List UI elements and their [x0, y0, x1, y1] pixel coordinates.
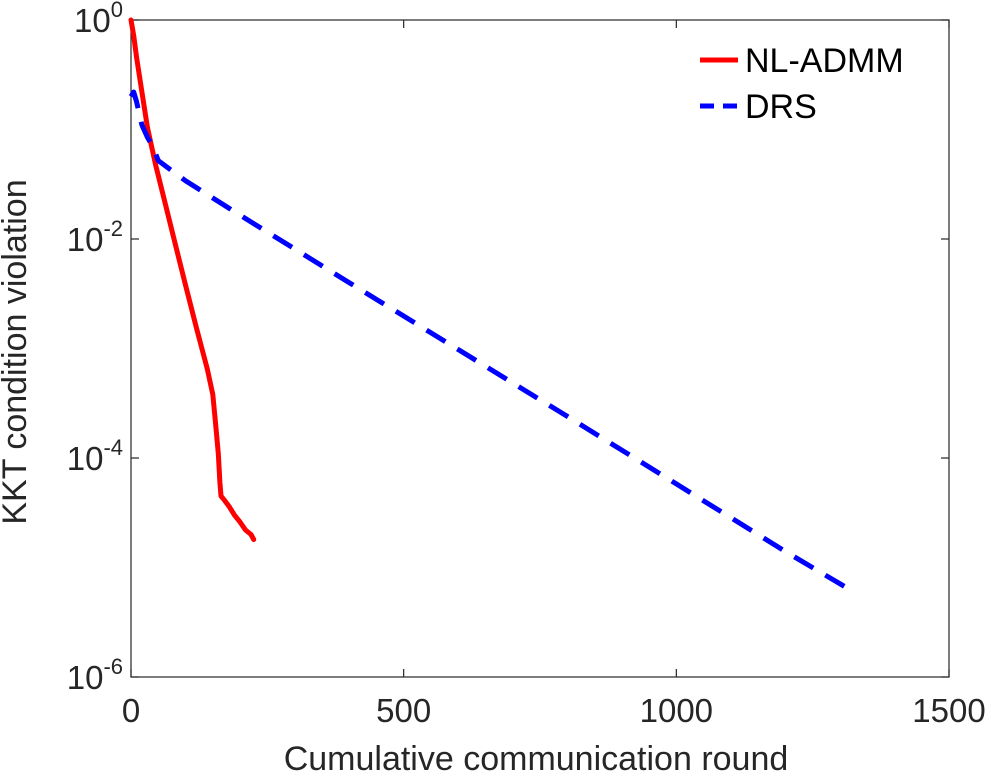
series-layer — [128, 17, 853, 593]
y-tick-label-3: 10-6 — [67, 654, 123, 696]
series-line-drs — [128, 89, 853, 593]
legend: NL-ADMM DRS — [700, 42, 904, 126]
x-axis-label: Cumulative communication round — [284, 740, 789, 778]
x-tick-label-2: 1000 — [640, 692, 713, 729]
y-tick-label-1: 10-2 — [67, 216, 123, 258]
y-axis-label: KKT condition violation — [0, 179, 34, 524]
series-line-nl-admm — [128, 17, 257, 542]
legend-label-drs: DRS — [745, 88, 817, 126]
x-tick-label-3: 1500 — [912, 692, 985, 729]
x-tick-label-1: 500 — [376, 692, 431, 729]
y-tick-label-0: 100 — [74, 0, 123, 39]
legend-label-nl-admm: NL-ADMM — [745, 42, 904, 80]
axis-ticks: 0 500 1000 1500 100 10-2 10-4 10-6 — [67, 0, 986, 729]
y-tick-label-2: 10-4 — [67, 435, 123, 477]
x-tick-label-0: 0 — [122, 692, 140, 729]
